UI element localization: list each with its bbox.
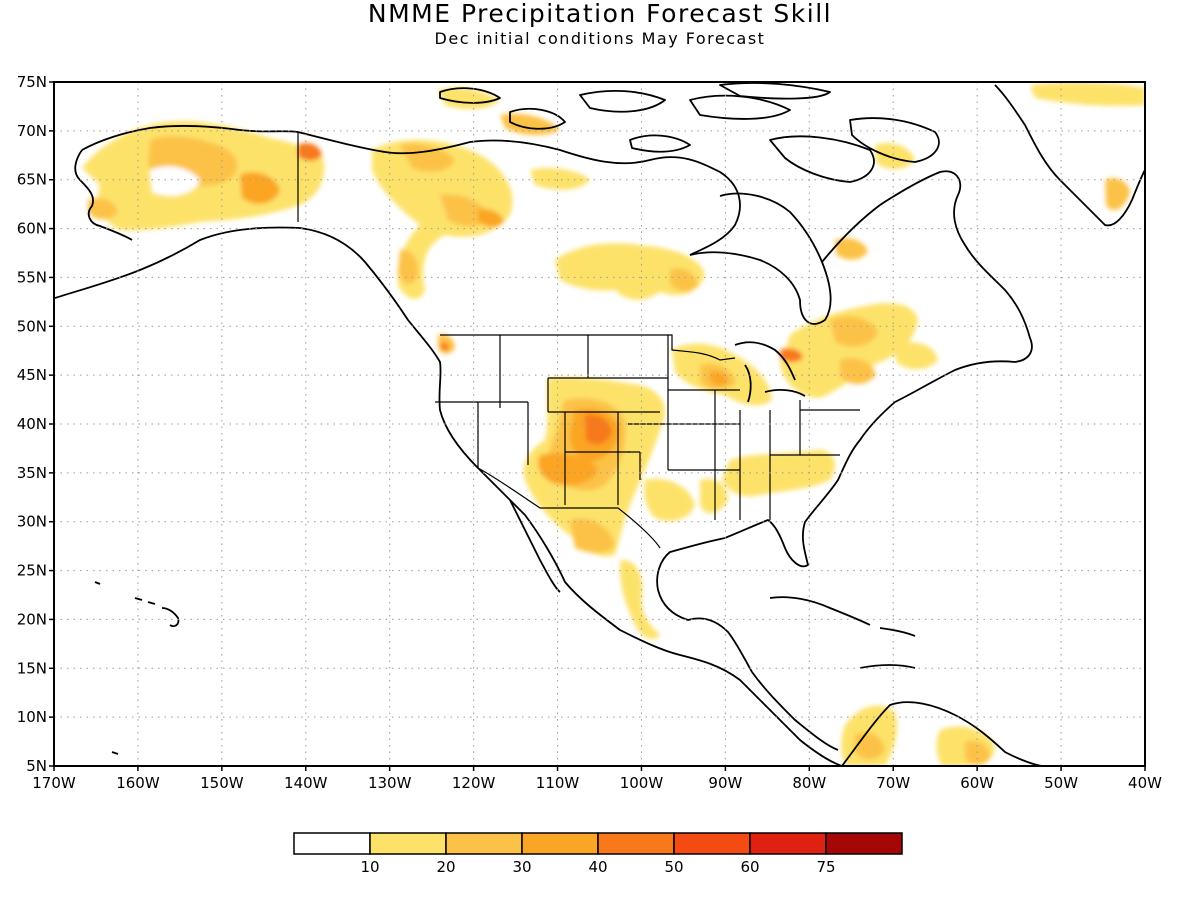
- lat-tick-label: 55N: [17, 268, 47, 286]
- lon-tick-label: 90W: [708, 774, 742, 792]
- lon-tick-label: 50W: [1044, 774, 1078, 792]
- lon-tick-label: 80W: [792, 774, 826, 792]
- lat-tick-label: 5N: [26, 757, 47, 775]
- lat-tick-label: 10N: [17, 708, 47, 726]
- colorbar-legend: 10 20 30 40 50 60 75: [293, 832, 903, 876]
- colorbar-swatch: [673, 832, 751, 855]
- lat-tick-label: 45N: [17, 366, 47, 384]
- lat-tick-label: 60N: [17, 220, 47, 238]
- colorbar-swatch: [597, 832, 675, 855]
- lat-tick-label: 70N: [17, 122, 47, 140]
- lat-tick-label: 50N: [17, 317, 47, 335]
- lat-tick-label: 20N: [17, 610, 47, 628]
- axis-ticks: 75N 70N 65N 60N 55N 50N 45N 40N 35N 30N 25N 20N 15N 1…: [17, 73, 1162, 792]
- lat-tick-label: 40N: [17, 415, 47, 433]
- skill-area-arctic: [438, 82, 1145, 211]
- lat-tick-label: 30N: [17, 513, 47, 531]
- colorbar-swatch: [445, 832, 523, 855]
- lat-tick-label: 35N: [17, 464, 47, 482]
- lat-tick-label: 75N: [17, 73, 47, 91]
- lon-tick-label: 160W: [116, 774, 160, 792]
- colorbar-swatch: [369, 832, 447, 855]
- skill-shading: [82, 82, 1145, 766]
- lat-tick-label: 25N: [17, 562, 47, 580]
- lon-tick-label: 70W: [876, 774, 910, 792]
- colorbar-swatch: [293, 832, 371, 855]
- coastlines: [54, 82, 1145, 766]
- lon-tick-label: 140W: [284, 774, 328, 792]
- skill-area-alaska: [82, 121, 325, 231]
- lon-tick-label: 130W: [368, 774, 412, 792]
- skill-area-pacific-northwest: [438, 334, 455, 354]
- colorbar-label: 30: [512, 858, 531, 876]
- colorbar-label: 40: [588, 858, 607, 876]
- colorbar-swatch: [749, 832, 827, 855]
- map-title: NMME Precipitation Forecast Skill: [367, 0, 833, 28]
- lon-tick-label: 60W: [960, 774, 994, 792]
- lon-tick-label: 40W: [1128, 774, 1162, 792]
- lon-tick-label: 100W: [620, 774, 664, 792]
- lon-tick-label: 110W: [536, 774, 580, 792]
- colorbar-label: 75: [816, 858, 835, 876]
- skill-area-central-canada: [555, 238, 868, 300]
- colorbar-label: 10: [360, 858, 379, 876]
- colorbar-swatch: [825, 832, 903, 855]
- lon-tick-label: 120W: [452, 774, 496, 792]
- skill-area-great-lakes: [672, 343, 772, 406]
- political-borders: [297, 132, 860, 549]
- colorbar-swatch: [521, 832, 599, 855]
- colorbar-label: 60: [740, 858, 759, 876]
- lon-tick-label: 150W: [200, 774, 244, 792]
- colorbar-label: 20: [436, 858, 455, 876]
- skill-area-southeast-canada: [780, 303, 938, 398]
- lat-tick-label: 15N: [17, 659, 47, 677]
- map-subtitle: Dec initial conditions May Forecast: [434, 29, 766, 48]
- colorbar-label: 50: [664, 858, 683, 876]
- skill-area-western-canada: [372, 139, 513, 300]
- lon-tick-label: 170W: [32, 774, 76, 792]
- lat-tick-label: 65N: [17, 171, 47, 189]
- skill-area-southwest-us: [523, 377, 835, 640]
